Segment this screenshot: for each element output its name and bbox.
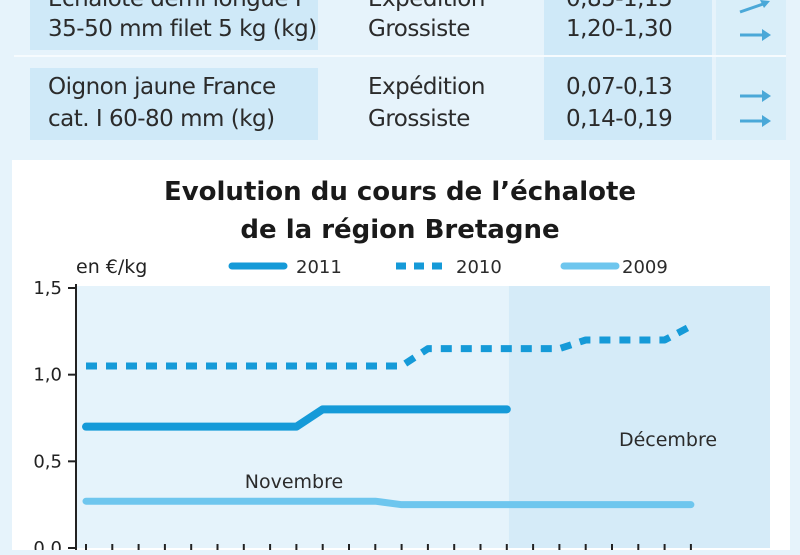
- series-line-2011: [82, 405, 511, 431]
- region-label-novembre: Novembre: [245, 471, 343, 493]
- region-band: [508, 286, 770, 548]
- trend-column-bg: [716, 0, 786, 140]
- chart-subtitle: de la région Bretagne: [240, 215, 559, 245]
- price-column-bg: [544, 0, 712, 140]
- product-spec: cat. I 60-80 mm (kg): [48, 106, 275, 132]
- y-tick-label: 0,0: [33, 538, 62, 550]
- arrow-right-icon: [740, 90, 771, 102]
- stage-label: Grossiste: [368, 16, 470, 42]
- legend-label-2009: 2009: [622, 257, 668, 278]
- product-spec: 35-50 mm filet 5 kg (kg): [48, 16, 317, 42]
- chart-panel: Novembre Décembre Evolution du cours de l…: [12, 160, 790, 555]
- product-cell-bg-2: [30, 68, 318, 140]
- region-band: [76, 286, 509, 548]
- product-name: Echalote demi longue I: [48, 0, 302, 15]
- y-tick-label: 0,5: [33, 451, 62, 472]
- y-axis-label: en €/kg: [76, 256, 147, 278]
- stage-label: Expédition: [368, 0, 485, 15]
- stage-label: Grossiste: [368, 106, 470, 132]
- chart-title: Evolution du cours de l’échalote: [164, 177, 636, 207]
- y-tick-label: 1,0: [33, 365, 62, 386]
- arrow-up-right-icon: [739, 0, 770, 14]
- price-range: 0,85-1,15: [566, 0, 673, 15]
- legend-label-2011: 2011: [296, 257, 342, 278]
- region-label-decembre: Décembre: [619, 429, 717, 451]
- price-table: Echalote demi longue I 35-50 mm filet 5 …: [0, 0, 800, 150]
- row-divider: [14, 55, 786, 57]
- price-range: 0,07-0,13: [566, 74, 673, 100]
- price-range: 0,14-0,19: [566, 106, 673, 132]
- legend-label-2010: 2010: [456, 257, 502, 278]
- y-tick-label: 1,5: [33, 278, 62, 299]
- stage-label: Expédition: [368, 74, 485, 100]
- series-line-2010: [86, 323, 693, 370]
- product-name: Oignon jaune France: [48, 74, 276, 100]
- price-range: 1,20-1,30: [566, 16, 673, 42]
- arrow-right-icon: [740, 29, 771, 41]
- product-cell-bg-1: [30, 0, 318, 50]
- arrow-right-icon: [740, 115, 771, 127]
- series-line-2009: [82, 497, 695, 509]
- line-chart: Novembre Décembre Evolution du cours de l…: [33, 177, 770, 555]
